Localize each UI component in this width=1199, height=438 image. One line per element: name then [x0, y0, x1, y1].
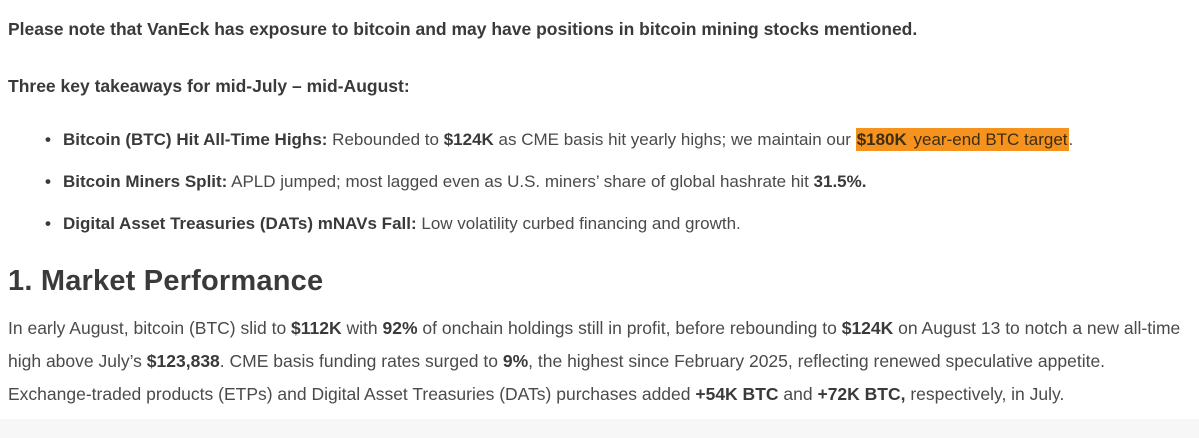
- text-segment: of onchain holdings still in profit, bef…: [417, 318, 842, 338]
- market-performance-paragraph: In early August, bitcoin (BTC) slid to $…: [8, 312, 1189, 411]
- bold-text: 92%: [382, 318, 418, 338]
- text-segment: as CME basis hit yearly highs; we mainta…: [493, 130, 856, 149]
- bold-text: Bitcoin (BTC) Hit All-Time Highs:: [63, 130, 328, 149]
- next-section-divider: [0, 419, 1199, 438]
- bold-text: 31.5%.: [813, 172, 867, 191]
- section-heading-market-performance: 1. Market Performance: [8, 265, 324, 297]
- highlighted-text: $180K: [855, 128, 908, 151]
- takeaway-item-miners-split: Bitcoin Miners Split: APLD jumped; most …: [45, 169, 1189, 195]
- text-segment: Rebounded to: [327, 130, 444, 149]
- text-segment: on August 13 to notch a new all-time hig…: [8, 318, 1181, 371]
- takeaways-list: Bitcoin (BTC) Hit All-Time Highs: Reboun…: [8, 127, 1189, 237]
- bold-text: $124K: [841, 318, 894, 338]
- bold-text: $124K: [443, 130, 494, 149]
- text-segment: respectively, in July.: [905, 384, 1065, 404]
- text-segment: and: [778, 384, 818, 404]
- bold-text: 9%: [502, 351, 529, 371]
- bold-text: +54K BTC: [695, 384, 779, 404]
- text-segment: In early August, bitcoin (BTC) slid to: [8, 318, 292, 338]
- text-segment: . CME basis funding rates surged to: [219, 351, 503, 371]
- disclaimer-note: Please note that VanEck has exposure to …: [8, 19, 918, 39]
- takeaway-item-btc-highs: Bitcoin (BTC) Hit All-Time Highs: Reboun…: [45, 127, 1189, 153]
- bold-text: Bitcoin Miners Split:: [63, 172, 228, 191]
- text-segment: with: [341, 318, 383, 338]
- bold-text: +72K BTC,: [817, 384, 906, 404]
- text-segment: Low volatility curbed financing and grow…: [416, 214, 741, 233]
- bold-text: $123,838: [146, 351, 220, 371]
- text-segment: , the highest since February 2025, refle…: [8, 351, 1106, 404]
- takeaway-item-dats-mnavs: Digital Asset Treasuries (DATs) mNAVs Fa…: [45, 211, 1189, 237]
- text-segment: .: [1068, 130, 1074, 149]
- takeaways-heading: Three key takeaways for mid-July – mid-A…: [8, 76, 410, 96]
- highlighted-text: year-end BTC target: [907, 128, 1069, 151]
- bold-text: $112K: [291, 318, 342, 338]
- text-segment: APLD jumped; most lagged even as U.S. mi…: [227, 172, 814, 191]
- bold-text: Digital Asset Treasuries (DATs) mNAVs Fa…: [63, 214, 417, 233]
